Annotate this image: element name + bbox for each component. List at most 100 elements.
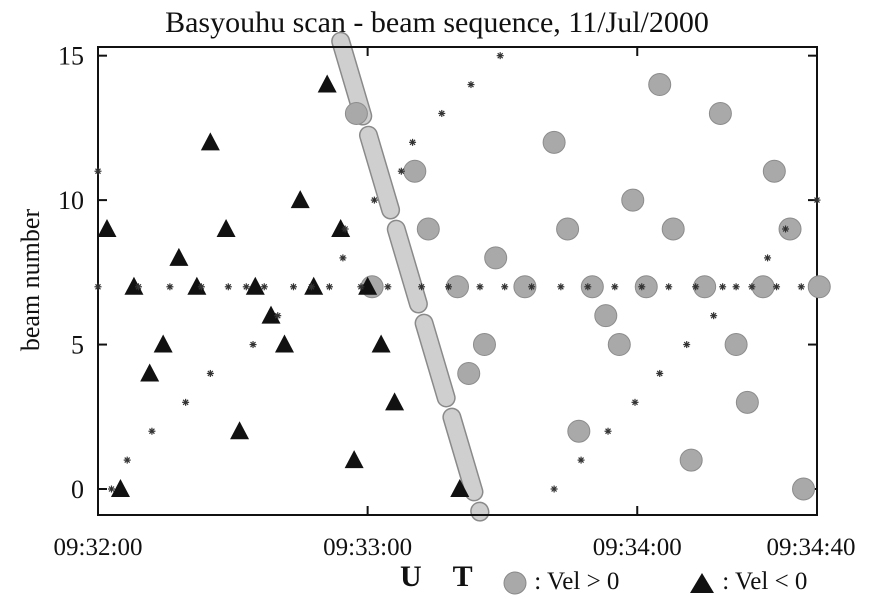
beam-sequence-point — [692, 283, 700, 291]
data-point-vel-negative — [200, 132, 220, 151]
legend-circle-icon — [503, 571, 527, 595]
y-tick-label: 15 — [58, 42, 84, 71]
data-point-vel-positive — [648, 73, 672, 97]
data-point-vel-positive — [457, 361, 481, 385]
beam-sequence-point — [418, 283, 426, 291]
star-stroke — [764, 254, 771, 261]
star-stroke — [497, 52, 504, 59]
beam-sequence-point — [134, 283, 142, 291]
data-point-vel-negative — [261, 305, 281, 324]
data-point-vel-positive — [513, 275, 537, 299]
star-stroke — [384, 283, 391, 290]
beam-sequence-point — [397, 167, 405, 175]
star-stroke — [528, 283, 535, 290]
beam-sequence-point — [357, 283, 365, 291]
beam-sequence-point — [94, 167, 102, 175]
beam-sequence-point — [631, 398, 639, 406]
beam-sequence-point — [325, 283, 333, 291]
star-stroke — [308, 283, 315, 290]
beam-sequence-point — [773, 283, 781, 291]
x-tick-label: 09:32:00 — [54, 534, 143, 561]
star-stroke — [632, 399, 638, 406]
data-point-vel-negative — [344, 450, 364, 469]
beam-sequence-point — [611, 283, 619, 291]
data-point-vel-positive — [344, 101, 368, 125]
data-point-vel-positive — [735, 390, 759, 414]
star-stroke — [243, 283, 250, 290]
data-point-vel-positive — [484, 246, 508, 270]
beam-sequence-point — [782, 225, 790, 233]
beam-sequence-point — [764, 254, 772, 262]
star-stroke — [477, 283, 483, 290]
star-stroke — [261, 283, 268, 290]
beam-sequence-point — [683, 341, 691, 349]
beam-sequence-point — [604, 427, 612, 435]
beam-sequence-point — [467, 81, 475, 89]
star-stroke — [798, 283, 805, 290]
star-stroke — [274, 312, 281, 319]
star-stroke — [198, 283, 205, 290]
star-stroke — [719, 283, 726, 290]
y-tick-label: 10 — [58, 186, 84, 215]
x-tick-label: 09:34:00 — [593, 534, 682, 561]
beam-sequence-point — [289, 283, 297, 291]
star-stroke — [135, 283, 142, 290]
star-stroke — [557, 283, 564, 290]
star-stroke — [656, 370, 663, 377]
star-stroke — [665, 283, 672, 290]
data-point-vel-negative — [358, 276, 378, 295]
beam-sequence-point — [94, 283, 102, 291]
y-tick-label: 5 — [71, 331, 84, 360]
data-point-vel-negative — [110, 479, 130, 497]
data-point-vel-positive — [403, 159, 427, 183]
beam-sequence-point — [182, 398, 190, 406]
beam-sequence-point — [370, 196, 378, 204]
star-stroke — [371, 197, 378, 204]
beam-sequence-point — [732, 283, 740, 291]
beam-sequence-point — [307, 283, 315, 291]
legend-item-vel-positive: : Vel > 0 — [502, 568, 619, 596]
marks-layer — [94, 52, 831, 501]
star-stroke — [149, 428, 155, 435]
beam-sequence-point — [123, 456, 131, 464]
beam-sequence-point — [339, 254, 347, 262]
beam-sequence-point — [577, 456, 585, 464]
beam-sequence-point — [557, 283, 565, 291]
star-stroke — [551, 486, 558, 492]
star-stroke — [501, 283, 508, 290]
beam-sequence-point — [550, 485, 558, 493]
star-stroke — [445, 283, 452, 290]
beam-sequence-point — [260, 283, 268, 291]
beam-sequence-point — [249, 341, 257, 349]
x-tick-label: 09:34:40 — [767, 534, 856, 561]
data-point-vel-negative — [230, 421, 250, 440]
data-point-vel-negative — [304, 276, 324, 295]
legend-label-vel-negative: : Vel < 0 — [722, 568, 808, 595]
data-point-vel-positive — [580, 275, 604, 299]
star-stroke — [357, 283, 364, 290]
star-stroke — [95, 168, 101, 175]
beam-sequence-point — [584, 283, 592, 291]
star-stroke — [782, 226, 789, 232]
star-stroke — [814, 197, 820, 204]
data-point-vel-negative — [187, 276, 207, 295]
chart-title: Basyouhu scan - beam sequence, 11/Jul/20… — [165, 6, 709, 39]
star-stroke — [605, 428, 611, 435]
beam-sequence-point — [384, 283, 392, 291]
legend-item-vel-negative: : Vel < 0 — [688, 568, 807, 596]
star-stroke — [584, 283, 591, 290]
star-stroke — [124, 457, 131, 464]
star-stroke — [398, 168, 405, 175]
beam-sequence-point — [638, 283, 646, 291]
data-point-vel-positive — [762, 159, 786, 183]
data-point-vel-positive — [679, 448, 703, 472]
star-stroke — [773, 283, 780, 290]
beam-sequence-point — [813, 196, 821, 204]
star-stroke — [409, 139, 416, 146]
data-point-vel-positive — [634, 275, 658, 299]
beam-sequence-point — [719, 283, 727, 291]
beam-sequence-point — [409, 138, 417, 146]
data-point-vel-positive — [416, 217, 440, 241]
beam-sequence-point — [341, 225, 349, 233]
data-point-vel-negative — [331, 219, 351, 237]
